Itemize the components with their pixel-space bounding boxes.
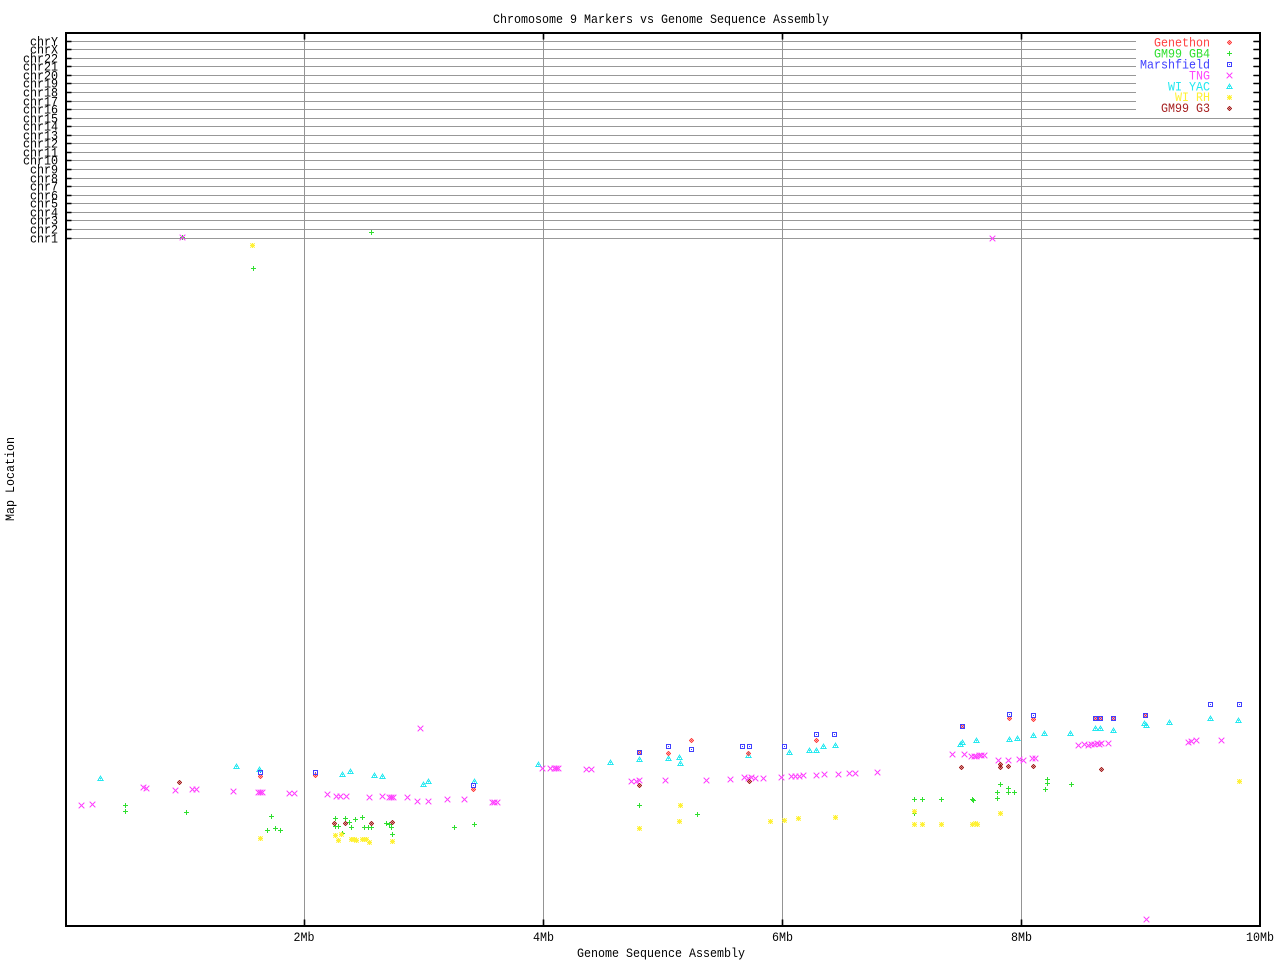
svg-text:4Mb: 4Mb [533,931,554,945]
svg-text:Marshfield: Marshfield [1140,59,1210,73]
svg-text:Genethon: Genethon [1154,37,1210,51]
svg-text:chr21: chr21 [23,61,58,75]
svg-text:chr12: chr12 [23,138,58,152]
svg-text:chr22: chr22 [23,53,58,67]
svg-text:chr4: chr4 [30,207,58,221]
svg-text:Map Location: Map Location [4,437,18,521]
svg-text:Genome Sequence Assembly: Genome Sequence Assembly [577,947,745,960]
svg-text:chr3: chr3 [30,215,58,229]
svg-text:Chromosome 9 Markers vs Genome: Chromosome 9 Markers vs Genome Sequence … [493,13,829,27]
svg-text:chr8: chr8 [30,173,58,187]
svg-text:chr18: chr18 [23,87,58,101]
svg-text:WI RH: WI RH [1175,91,1210,105]
svg-text:chr20: chr20 [23,70,58,84]
svg-text:chr14: chr14 [23,121,58,135]
svg-text:2Mb: 2Mb [294,931,315,945]
svg-text:10Mb: 10Mb [1246,931,1274,945]
svg-text:chr16: chr16 [23,104,58,118]
svg-text:chr1: chr1 [30,233,58,247]
svg-text:chr5: chr5 [30,198,58,212]
svg-text:GM99 GB4: GM99 GB4 [1154,48,1210,62]
svg-text:GM99 G3: GM99 G3 [1161,102,1210,116]
svg-text:chr10: chr10 [23,155,58,169]
svg-text:chr7: chr7 [30,181,58,195]
svg-text:chr11: chr11 [23,147,58,161]
svg-text:6Mb: 6Mb [772,931,793,945]
svg-text:chr15: chr15 [23,113,58,127]
svg-text:8Mb: 8Mb [1011,931,1032,945]
svg-text:chr13: chr13 [23,130,58,144]
svg-text:WI YAC: WI YAC [1168,80,1210,94]
svg-text:chrY: chrY [30,36,58,50]
svg-text:chrX: chrX [30,44,58,58]
svg-text:chr9: chr9 [30,164,58,178]
svg-text:chr19: chr19 [23,78,58,92]
svg-text:chr17: chr17 [23,96,58,110]
svg-text:TNG: TNG [1189,69,1210,83]
svg-text:chr2: chr2 [30,224,58,238]
svg-text:chr6: chr6 [30,190,58,204]
